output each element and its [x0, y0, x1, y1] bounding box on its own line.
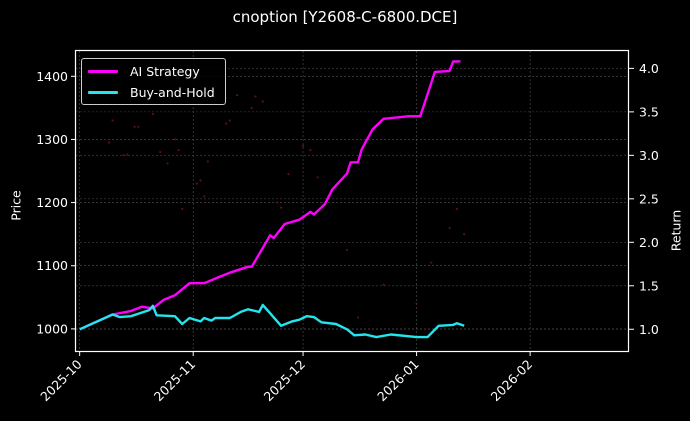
series-line	[79, 303, 465, 339]
y-tick-right: 3.0	[639, 148, 659, 163]
y-tick-right: 3.5	[639, 104, 659, 119]
legend-item-buy-and-hold: Buy-and-Hold	[88, 83, 215, 101]
y-tick-right: 2.5	[639, 191, 659, 206]
x-tick: 2026-02	[488, 357, 536, 405]
y-tick-left: 1200	[36, 195, 68, 210]
x-tick: 2025-11	[151, 357, 199, 405]
y-tick-left: 1300	[36, 132, 68, 147]
legend-swatch-cyan	[88, 90, 118, 94]
legend-label: AI Strategy	[130, 63, 200, 79]
y-axis-label-left: Price	[8, 190, 24, 221]
y-tick-right: 1.0	[639, 322, 659, 337]
y-tick-right: 2.0	[639, 235, 659, 250]
series-line	[79, 60, 461, 331]
chart-title: cnoption [Y2608-C-6800.DCE]	[232, 8, 458, 26]
plot-frame	[74, 49, 630, 353]
series-lines	[79, 60, 465, 339]
y-tick-left: 1400	[36, 69, 68, 84]
y-tick-right: 1.5	[639, 278, 659, 293]
y-tick-left: 1000	[36, 321, 68, 336]
y-tick-right: 4.0	[639, 61, 659, 76]
x-tick: 2025-10	[37, 356, 85, 404]
price-scatter	[107, 94, 466, 319]
x-tick: 2026-01	[374, 357, 422, 405]
x-tick: 2025-12	[261, 357, 309, 405]
legend-swatch-magenta	[88, 69, 118, 73]
legend-item-ai-strategy: AI Strategy	[88, 62, 200, 80]
y-axis-label-right: Return	[668, 209, 684, 252]
legend: AI Strategy Buy-and-Hold	[81, 58, 226, 105]
legend-label: Buy-and-Hold	[130, 84, 215, 100]
axis-ticks: 1000 1100 1200 1300 1400 1.0 1.5 2.0 2.5 3.0 3.5 4.…	[36, 61, 659, 404]
y-tick-left: 1100	[36, 258, 68, 273]
